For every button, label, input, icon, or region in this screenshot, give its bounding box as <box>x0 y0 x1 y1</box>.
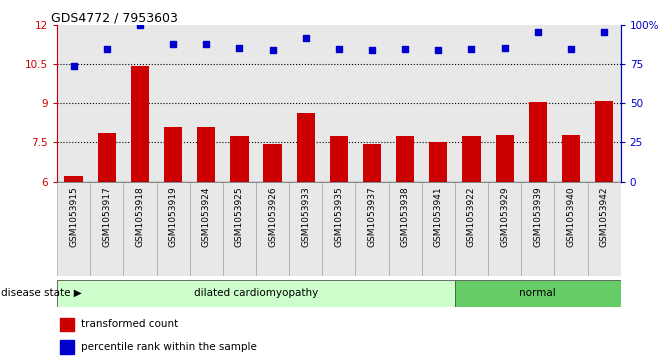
Text: GSM1053939: GSM1053939 <box>533 186 542 247</box>
Text: GSM1053926: GSM1053926 <box>268 186 277 247</box>
Bar <box>356 182 389 276</box>
Bar <box>197 127 215 182</box>
Bar <box>422 182 455 276</box>
Text: GSM1053924: GSM1053924 <box>202 186 211 247</box>
Bar <box>190 182 223 276</box>
Bar <box>322 182 356 276</box>
Text: GSM1053919: GSM1053919 <box>168 186 178 247</box>
Text: GSM1053935: GSM1053935 <box>334 186 344 247</box>
Bar <box>363 144 381 182</box>
Bar <box>562 135 580 182</box>
Text: GSM1053915: GSM1053915 <box>69 186 78 247</box>
Text: GSM1053917: GSM1053917 <box>102 186 111 247</box>
Bar <box>164 127 183 182</box>
Bar <box>297 113 315 182</box>
Text: GSM1053941: GSM1053941 <box>434 186 443 247</box>
Point <box>333 46 344 52</box>
Bar <box>90 182 123 276</box>
Bar <box>98 133 116 182</box>
Point <box>366 47 377 53</box>
Text: GSM1053922: GSM1053922 <box>467 186 476 247</box>
Bar <box>131 66 149 182</box>
Point <box>234 45 245 50</box>
Text: GSM1053918: GSM1053918 <box>136 186 144 247</box>
Point <box>301 36 311 41</box>
Bar <box>488 182 521 276</box>
Text: GSM1053929: GSM1053929 <box>500 186 509 247</box>
Point <box>466 46 477 52</box>
Point <box>267 47 278 53</box>
Point <box>168 41 178 46</box>
Point <box>532 29 543 35</box>
Text: GSM1053933: GSM1053933 <box>301 186 310 247</box>
Bar <box>329 136 348 182</box>
Bar <box>57 280 455 307</box>
Text: percentile rank within the sample: percentile rank within the sample <box>81 342 256 352</box>
Bar <box>595 101 613 182</box>
Point <box>68 63 79 69</box>
Text: GSM1053938: GSM1053938 <box>401 186 410 247</box>
Text: transformed count: transformed count <box>81 319 178 330</box>
Bar <box>256 182 289 276</box>
Bar <box>223 182 256 276</box>
Point <box>433 47 444 53</box>
Bar <box>156 182 190 276</box>
Text: GSM1053940: GSM1053940 <box>566 186 576 247</box>
Bar <box>554 182 588 276</box>
Point <box>400 46 411 52</box>
Bar <box>529 102 547 182</box>
Text: GSM1053942: GSM1053942 <box>600 186 609 247</box>
Point <box>499 45 510 50</box>
Text: GSM1053925: GSM1053925 <box>235 186 244 247</box>
Bar <box>64 176 83 182</box>
Bar <box>495 135 514 182</box>
Bar <box>60 340 74 354</box>
Text: dilated cardiomyopathy: dilated cardiomyopathy <box>194 288 318 298</box>
Bar <box>57 182 90 276</box>
Bar <box>455 280 621 307</box>
Point <box>566 46 576 52</box>
Bar <box>389 182 422 276</box>
Text: disease state ▶: disease state ▶ <box>1 288 81 298</box>
Point <box>201 41 211 46</box>
Bar <box>455 182 488 276</box>
Point <box>101 46 112 52</box>
Bar <box>264 144 282 182</box>
Bar <box>429 143 448 182</box>
Bar <box>396 136 414 182</box>
Point <box>599 29 609 35</box>
Bar <box>462 136 480 182</box>
Bar <box>289 182 322 276</box>
Bar <box>521 182 554 276</box>
Bar <box>588 182 621 276</box>
Text: GSM1053937: GSM1053937 <box>368 186 376 247</box>
Bar <box>230 136 248 182</box>
Text: normal: normal <box>519 288 556 298</box>
Bar <box>60 318 74 331</box>
Text: GDS4772 / 7953603: GDS4772 / 7953603 <box>52 11 178 24</box>
Bar <box>123 182 156 276</box>
Point <box>135 23 146 28</box>
